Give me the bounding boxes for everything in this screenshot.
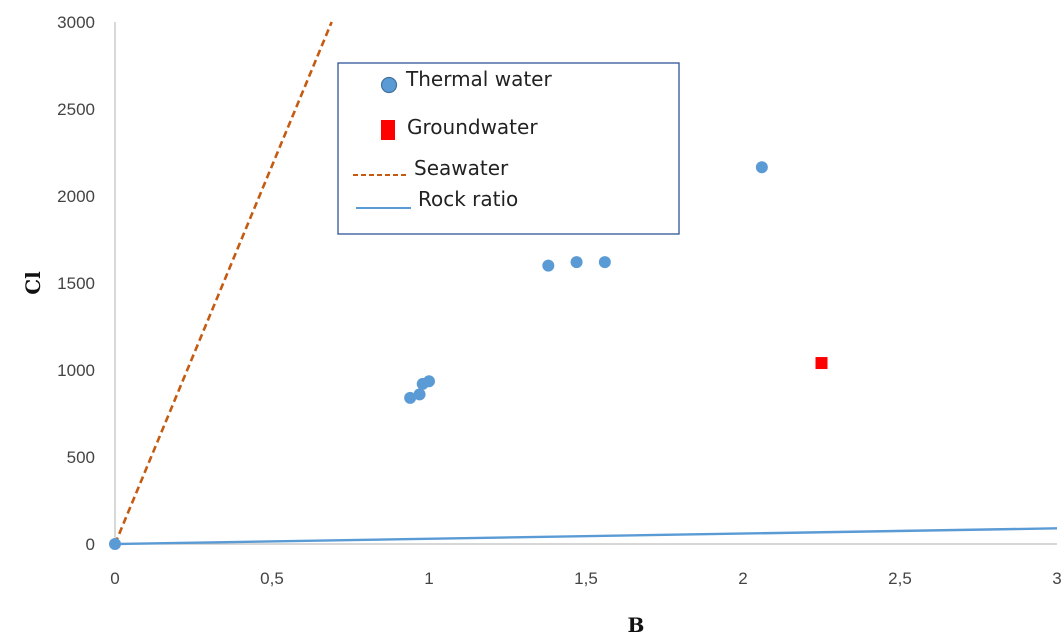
y-tick-label: 1000 <box>57 361 95 380</box>
x-tick-label: 0 <box>110 569 119 588</box>
x-tick-label: 1 <box>424 569 433 588</box>
legend-marker-groundwater <box>381 120 395 140</box>
y-tick-label: 0 <box>86 535 95 554</box>
legend-marker-thermal-water <box>380 76 398 94</box>
series-line-rock-ratio <box>114 527 1058 546</box>
legend-label-thermal-water: Thermal water <box>405 67 552 91</box>
x-axis-title: B <box>628 613 645 636</box>
y-axis-title: Cl <box>21 271 45 295</box>
legend-label-rock-ratio: Rock ratio <box>418 187 518 211</box>
data-point-thermal-water <box>109 538 121 550</box>
legend-box <box>337 62 680 235</box>
chart-legend: Thermal water Groundwater Seawater Rock … <box>337 62 680 235</box>
data-point-thermal-water <box>598 256 611 269</box>
x-tick-label: 2 <box>738 569 747 588</box>
data-point-thermal-water <box>404 391 417 404</box>
x-tick-label: 1,5 <box>574 569 598 588</box>
data-point-thermal-water <box>542 259 555 272</box>
x-tick-label: 0,5 <box>260 569 284 588</box>
data-point-thermal-water <box>413 388 426 401</box>
y-tick-label: 2500 <box>57 100 95 119</box>
legend-label-seawater: Seawater <box>414 156 509 180</box>
y-tick-label: 3000 <box>57 13 95 32</box>
y-tick-label: 500 <box>67 448 95 467</box>
y-tick-label: 1500 <box>57 274 95 293</box>
series-line-seawater <box>113 21 333 545</box>
y-tick-label: 2000 <box>57 187 95 206</box>
data-point-thermal-water <box>755 161 768 174</box>
legend-label-groundwater: Groundwater <box>407 115 538 139</box>
data-point-thermal-water <box>423 375 435 388</box>
x-tick-label: 2,5 <box>888 569 912 588</box>
data-point-thermal-water <box>570 256 583 269</box>
data-point-groundwater <box>815 357 828 370</box>
x-tick-label: 3 <box>1052 569 1061 588</box>
